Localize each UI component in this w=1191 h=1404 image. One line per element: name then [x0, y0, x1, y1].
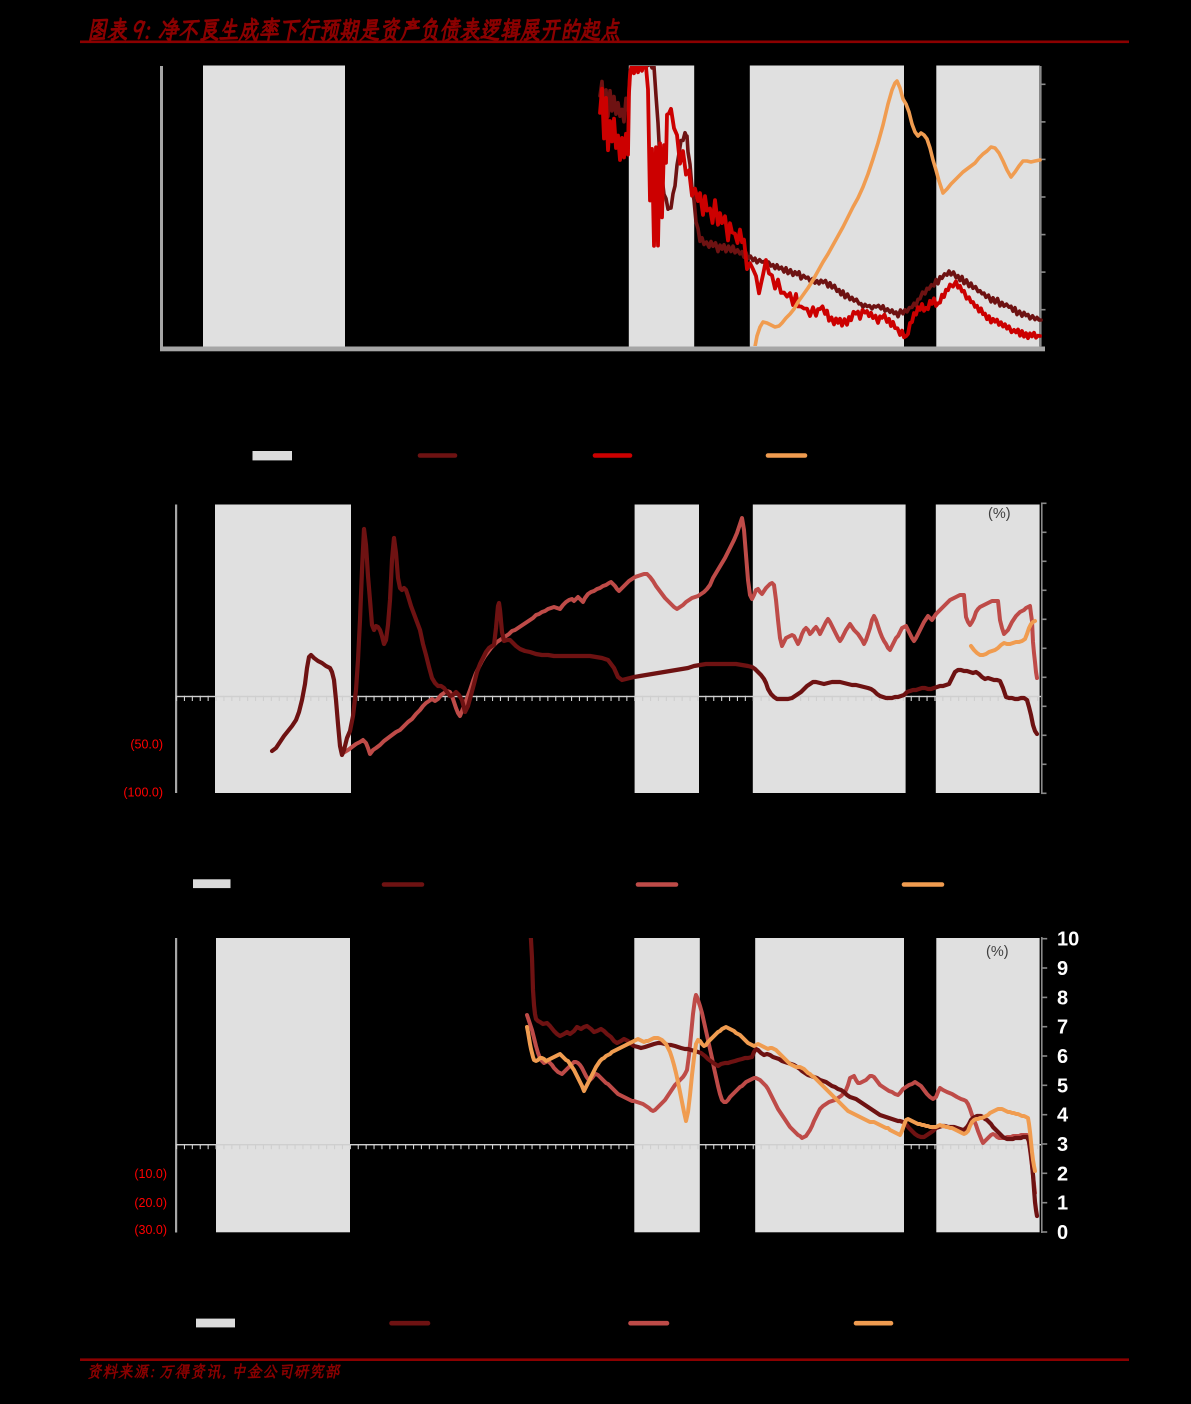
svg-text:(50.0): (50.0) — [130, 738, 163, 752]
svg-text:2: 2 — [1057, 1163, 1068, 1185]
svg-text:5: 5 — [1057, 1075, 1068, 1097]
svg-text:9: 9 — [1057, 958, 1068, 980]
svg-text:4: 4 — [1057, 1105, 1069, 1127]
svg-text:3: 3 — [1057, 1134, 1068, 1156]
svg-text:(%): (%) — [988, 506, 1011, 522]
svg-text:(100.0): (100.0) — [123, 786, 163, 800]
svg-text:7: 7 — [1057, 1017, 1068, 1039]
svg-text:8: 8 — [1057, 987, 1068, 1009]
svg-text:(30.0): (30.0) — [134, 1223, 167, 1237]
svg-text:(20.0): (20.0) — [134, 1196, 167, 1210]
svg-text:0: 0 — [1057, 1222, 1068, 1244]
svg-text:1: 1 — [1057, 1193, 1068, 1215]
svg-text:6: 6 — [1057, 1046, 1068, 1068]
svg-text:(10.0): (10.0) — [134, 1167, 167, 1181]
svg-text:10: 10 — [1057, 929, 1079, 951]
svg-text:(%): (%) — [986, 944, 1009, 960]
